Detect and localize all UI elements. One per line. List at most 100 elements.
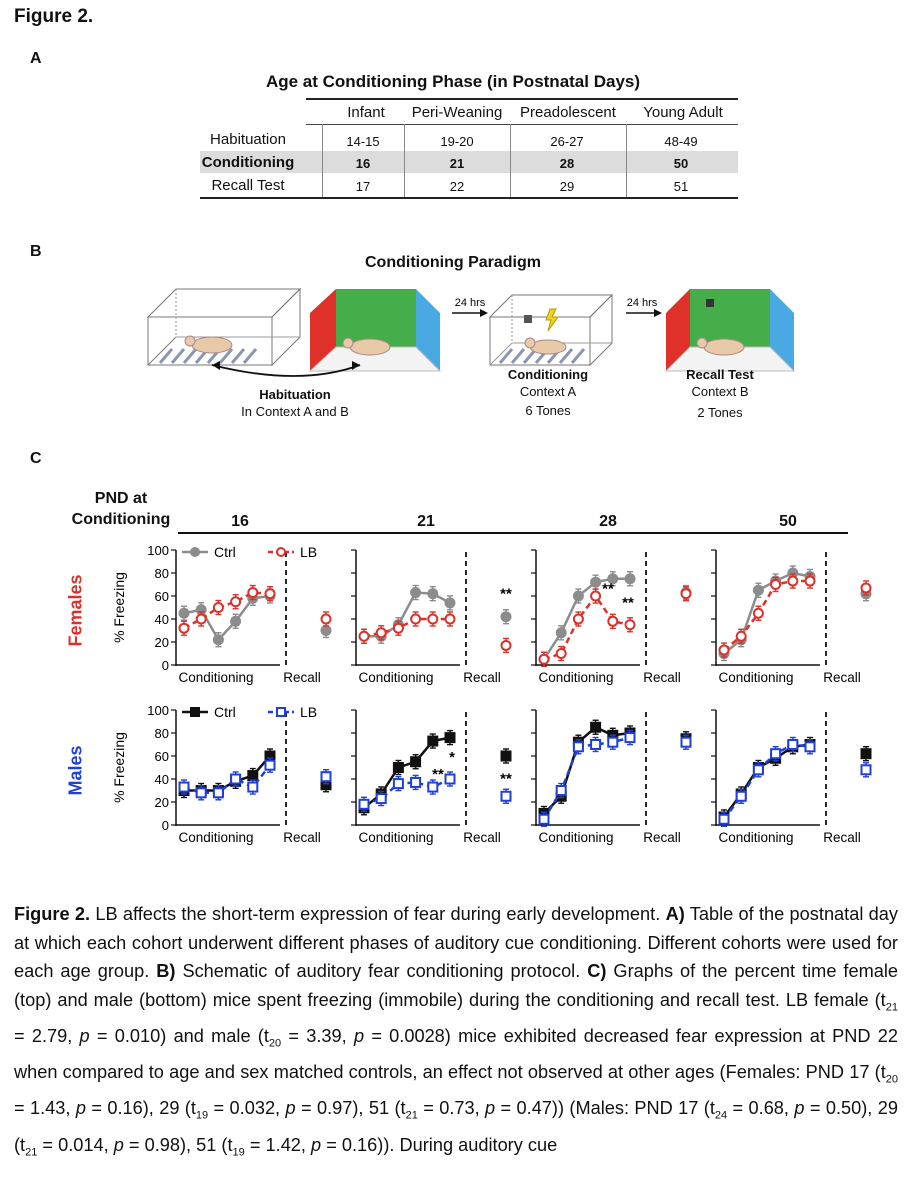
data-point [427,613,439,625]
data-point [320,771,332,783]
caption-sub-4: 19 [195,1110,209,1123]
habituation-sub: In Context A and B [241,404,349,419]
data-point [607,615,619,627]
chart-males-16: 0 20 40 60 80 100 Conditioning Recall Ctrl LB [147,703,332,845]
data-point [680,588,692,600]
caption-p-2: p [353,1026,365,1047]
row-label-recall: Recall Test [211,177,285,194]
x-label-conditioning: Conditioning [718,670,793,685]
x-label-recall: Recall [283,830,321,845]
data-point [212,634,224,646]
table-header-rule [306,98,738,100]
caption-text-17: = 0.014, [37,1134,114,1155]
cell-hab-adult: 48-49 [664,134,698,149]
data-point [230,773,242,785]
data-point [590,739,602,750]
recall-context: Context B [691,384,749,399]
y-axis-title: % Freezing [111,732,127,803]
cell-rec-adult: 51 [673,179,689,194]
data-point [590,721,602,733]
table-vline-3 [510,124,511,197]
data-point [427,781,439,793]
caption-text-7: = 3.39, [281,1026,354,1047]
data-point [572,590,584,602]
caption-sub-2: 20 [268,1037,282,1050]
caption-text-1: LB affects the short-term expression of … [90,904,666,924]
data-point [624,573,636,585]
context-a-box [146,287,302,367]
pnd-header: PND at Conditioning [56,488,186,530]
caption-a-label: A) [665,904,685,924]
y-axis-title: % Freezing [111,572,127,643]
x-label-recall: Recall [463,830,501,845]
data-point [572,741,584,753]
recall-tones: 2 Tones [697,405,743,420]
data-point [500,790,512,802]
panel-c-letter: C [30,450,42,467]
data-point [358,798,370,810]
table-col-rule [306,124,738,125]
data-point [555,648,567,659]
data-point [770,748,782,760]
paradigm-schematic: 24 hrs 24 hrs [146,287,796,377]
data-point [538,813,550,825]
data-point [247,770,259,782]
data-point [624,732,636,744]
caption-p-6: p [794,1098,805,1119]
data-point [804,741,816,753]
caption-text-11: = 0.032, [208,1098,286,1119]
data-point [590,590,602,602]
caption-sub-3: 20 [885,1073,898,1086]
cell-hab-pread: 26-27 [550,134,584,149]
data-point [410,587,422,599]
habituation-title: Habituation [259,387,331,402]
panel-b-letter: B [30,243,42,260]
x-label-recall: Recall [823,830,861,845]
caption-text-8: = 0.0028) mice exhibited decreased fear … [14,1026,898,1083]
data-point [410,776,422,788]
cell-rec-infant: 17 [355,179,371,194]
significance-marker: ** [500,585,512,602]
legend-label: LB [300,704,317,720]
significance-marker: ** [500,771,512,788]
x-label-recall: Recall [643,670,681,685]
x-label-recall: Recall [643,830,681,845]
context-b-box [308,289,442,372]
arrow-2-label: 24 hrs [627,297,658,309]
data-point [392,622,404,634]
data-point [320,613,332,625]
y-tick-label: 20 [155,635,169,650]
data-point [444,773,456,785]
significance-marker: ** [622,595,634,612]
x-label-conditioning: Conditioning [178,830,253,845]
caption-text-2: Table of the postnatal day at which each… [14,904,898,982]
data-point [752,584,764,596]
data-point [770,579,782,590]
cell-cond-peri: 21 [449,156,465,171]
freezing-charts: % Freezing % Freezing 0 20 40 60 80 100 Conditio… [111,543,872,845]
cell-cond-infant: 16 [355,156,371,171]
legend-marker [276,547,286,557]
row-label-conditioning: Conditioning [201,154,295,171]
y-tick-label: 80 [155,566,169,581]
conditioning-title: Conditioning [507,367,589,382]
col-young-adult: Young Adult [643,104,723,121]
conditioning-tones: 6 Tones [525,403,571,418]
col-peri-weaning: Peri-Weaning [411,104,503,121]
recall-speaker-icon [706,299,714,307]
caption-sub-1: 21 [885,1001,898,1014]
conditioning-box [488,293,614,367]
data-point [607,573,619,585]
y-tick-label: 60 [155,589,169,604]
caption-p-5: p [485,1098,496,1119]
significance-marker: ** [432,766,444,783]
age-header-28: 28 [599,513,617,530]
data-point [212,602,224,613]
y-tick-label: 80 [155,726,169,741]
shock-bolt-icon [545,308,559,332]
caption-c-label: C) [587,961,607,982]
arrow-1-label: 24 hrs [455,297,486,309]
data-point [410,756,422,768]
data-point [607,736,619,748]
data-point [752,764,764,776]
